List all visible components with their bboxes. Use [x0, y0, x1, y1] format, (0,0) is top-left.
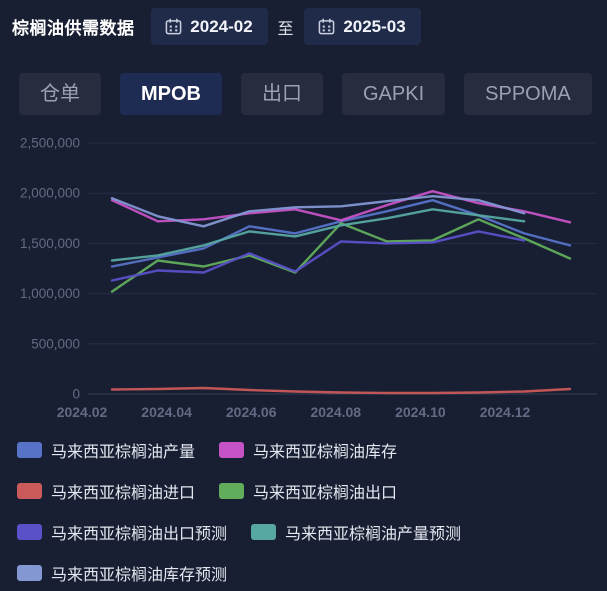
legend-item-production[interactable]: 马来西亚棕榈油产量	[17, 438, 195, 462]
x-axis-label: 2024.04	[141, 404, 192, 420]
legend-label: 马来西亚棕榈油产量预测	[285, 526, 462, 543]
x-axis-label: 2024.10	[395, 404, 446, 420]
y-axis-label: 0	[72, 387, 80, 402]
series-line-import	[110, 386, 572, 395]
y-axis-label: 500,000	[31, 336, 80, 351]
tab-mpob[interactable]: MPOB	[120, 73, 222, 115]
y-axis-label: 1,500,000	[20, 236, 80, 251]
start-date-picker[interactable]: 2024-02	[150, 8, 268, 45]
end-date-picker[interactable]: 2025-03	[303, 8, 421, 45]
x-axis-label: 2024.08	[310, 404, 361, 420]
legend-item-export_forecast[interactable]: 马来西亚棕榈油出口预测	[17, 520, 227, 544]
series-line-export_forecast	[110, 230, 526, 282]
date-range-separator: 至	[277, 20, 294, 38]
legend-label: 马来西亚棕榈油产量	[51, 444, 196, 461]
legend-swatch	[17, 442, 42, 458]
chart-area: 0 500,000 1,000,000 1,500,000 2,000,000 2,500…	[0, 130, 607, 430]
x-axis-label: 2024.02	[57, 404, 108, 420]
tab-chukou[interactable]: 出口	[241, 73, 323, 115]
legend-swatch	[17, 565, 42, 581]
series-line-stock_forecast	[110, 194, 526, 228]
series-line-stock	[110, 190, 572, 224]
legend-label: 马来西亚棕榈油库存预测	[51, 567, 228, 584]
legend-item-production_forecast[interactable]: 马来西亚棕榈油产量预测	[251, 520, 461, 544]
legend-item-stock_forecast[interactable]: 马来西亚棕榈油库存预测	[17, 561, 227, 585]
legend-swatch	[219, 442, 245, 458]
legend-swatch	[219, 483, 245, 499]
legend-label: 马来西亚棕榈油进口	[51, 485, 196, 502]
source-tabs: 仓单 MPOB 出口 GAPKI SPPOMA	[19, 73, 592, 115]
legend-item-stock[interactable]: 马来西亚棕榈油库存	[219, 438, 397, 462]
legend-label: 马来西亚棕榈油库存	[253, 444, 398, 461]
series-line-export	[110, 218, 572, 293]
legend-swatch	[17, 483, 42, 499]
legend-swatch	[17, 524, 42, 540]
calendar-icon	[318, 18, 335, 35]
y-axis-label: 1,000,000	[20, 286, 80, 301]
calendar-icon	[165, 18, 182, 35]
legend-swatch	[251, 524, 277, 540]
x-axis-label: 2024.06	[226, 404, 277, 420]
chart-legend: 马来西亚棕榈油产量 马来西亚棕榈油库存马来西亚棕榈油进口 马来西亚棕榈油出口马来西亚…	[17, 438, 595, 591]
legend-label: 马来西亚棕榈油出口预测	[51, 526, 228, 543]
palm-oil-supply-demand-chart: 0 500,000 1,000,000 1,500,000 2,000,000 2,500…	[20, 136, 597, 420]
tab-cangdan[interactable]: 仓单	[19, 73, 101, 115]
legend-label: 马来西亚棕榈油出口	[253, 485, 398, 502]
start-date-value: 2024-02	[190, 16, 253, 36]
end-date-value: 2025-03	[343, 16, 406, 36]
page-title: 棕榈油供需数据	[12, 19, 135, 38]
x-axis-label: 2024.12	[480, 404, 531, 420]
series-line-production	[110, 198, 572, 268]
y-axis-label: 2,000,000	[20, 186, 80, 201]
tab-gapki[interactable]: GAPKI	[342, 73, 446, 115]
header: 棕榈油供需数据 2024-02 至	[12, 8, 421, 45]
tab-sppoma[interactable]: SPPOMA	[464, 73, 592, 115]
y-axis-label: 2,500,000	[20, 136, 80, 151]
series-line-production_forecast	[110, 208, 526, 262]
legend-item-import[interactable]: 马来西亚棕榈油进口	[17, 479, 195, 503]
legend-item-export[interactable]: 马来西亚棕榈油出口	[219, 479, 397, 503]
